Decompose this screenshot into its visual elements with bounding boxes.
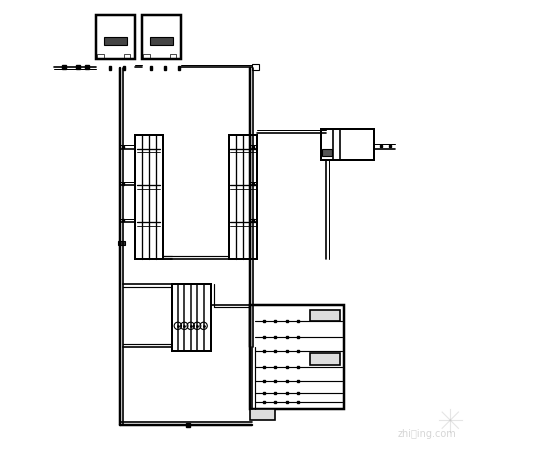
Bar (310, 353, 340, 365)
Bar (143, 54, 150, 59)
Bar (253, 64, 259, 69)
Bar (118, 241, 125, 245)
Bar (323, 149, 333, 156)
Bar (150, 37, 173, 45)
Bar (321, 129, 374, 160)
Bar (310, 310, 340, 321)
Bar (172, 284, 211, 351)
Bar (124, 54, 130, 59)
Bar (142, 15, 181, 59)
Bar (170, 54, 176, 59)
Bar (97, 54, 104, 59)
Text: zhi筑ing.com: zhi筑ing.com (398, 429, 456, 439)
Bar (250, 305, 344, 409)
Bar (104, 37, 127, 45)
Bar (250, 409, 276, 420)
Bar (96, 15, 135, 59)
Bar (230, 135, 257, 259)
Bar (135, 135, 162, 259)
